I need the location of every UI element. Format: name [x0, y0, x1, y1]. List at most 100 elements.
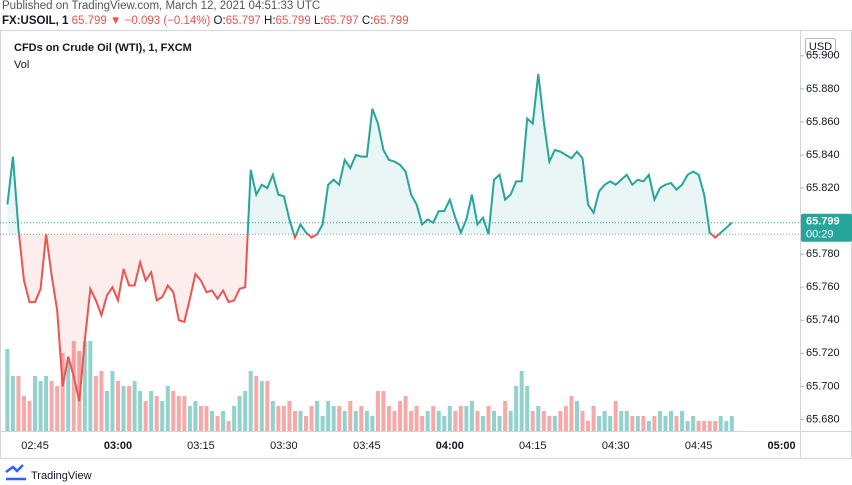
volume-bar — [475, 411, 480, 431]
volume-bar — [33, 376, 38, 431]
y-tick-label: 65.780 — [806, 248, 840, 260]
volume-bar — [304, 416, 309, 431]
volume-bar — [386, 406, 391, 431]
volume-bar — [298, 411, 303, 431]
countdown-label: 00:29 — [806, 229, 834, 241]
volume-bar — [530, 411, 535, 431]
x-tick-label: 04:15 — [519, 440, 547, 452]
x-tick-label: 04:45 — [685, 440, 713, 452]
volume-bar — [486, 406, 491, 431]
volume-bar — [597, 416, 602, 431]
volume-bar — [409, 411, 414, 431]
volume-bar — [519, 371, 524, 431]
volume-bar — [536, 406, 541, 431]
volume-bar — [552, 416, 557, 431]
volume-bar — [646, 421, 651, 431]
y-tick-label: 65.720 — [806, 347, 840, 359]
volume-bar — [215, 416, 220, 431]
volume-bar — [696, 421, 701, 431]
volume-bar — [624, 411, 629, 431]
volume-bar — [265, 381, 270, 431]
volume-bar — [337, 406, 342, 431]
plot — [0, 73, 800, 431]
volume-bar — [480, 416, 485, 431]
volume-bar — [226, 421, 231, 431]
volume-bar — [652, 416, 657, 431]
volume-bar — [27, 401, 32, 431]
volume-bar — [503, 401, 508, 431]
volume-bar — [193, 401, 198, 431]
volume-bar — [359, 406, 364, 431]
x-tick-label: 04:30 — [602, 440, 630, 452]
volume-bar — [398, 401, 403, 431]
volume-bar — [16, 376, 21, 431]
volume-bar — [602, 411, 607, 431]
volume-bar — [38, 381, 43, 431]
change-arrow: ▼ — [110, 15, 121, 27]
volume-bar — [82, 341, 87, 431]
volume-bar — [431, 406, 436, 431]
volume-bar — [315, 401, 320, 431]
volume-bar — [121, 386, 126, 431]
published-note: Published on TradingView.com, March 12, … — [2, 0, 320, 12]
volume-bar — [497, 416, 502, 431]
volume-bar — [541, 411, 546, 431]
volume-bar — [309, 406, 314, 431]
volume-bar — [547, 416, 552, 431]
y-tick-label: 65.820 — [806, 182, 840, 194]
volume-bar — [569, 396, 574, 431]
volume-bar — [243, 391, 248, 431]
volume-bar — [563, 406, 568, 431]
volume-bar — [165, 386, 170, 431]
volume-bar — [232, 406, 237, 431]
volume-bar — [104, 391, 109, 431]
volume-bar — [55, 386, 60, 431]
volume-bar — [331, 406, 336, 431]
volume-bar — [702, 421, 707, 431]
volume-bar — [492, 411, 497, 431]
currency-box[interactable] — [805, 38, 836, 55]
volume-bar — [276, 406, 281, 431]
volume-bar — [453, 411, 458, 431]
volume-bar — [99, 371, 104, 431]
symbol: FX:USOIL, 1 — [2, 15, 69, 27]
x-tick-label: 03:30 — [270, 440, 298, 452]
volume-bar — [132, 381, 137, 431]
volume-bar — [49, 381, 54, 431]
volume-bar — [10, 376, 15, 431]
currency[interactable]: USD — [809, 41, 832, 53]
volume-bar — [691, 416, 696, 431]
volume-bar — [237, 396, 242, 431]
volume-bar — [353, 411, 358, 431]
volume-bar — [149, 391, 154, 431]
volume-bar — [436, 411, 441, 431]
volume-bar — [685, 421, 690, 431]
volume-bar — [182, 396, 187, 431]
volume-bar — [447, 406, 452, 431]
last-price-label: 65.799 — [806, 216, 840, 228]
volume-bar — [44, 376, 49, 431]
volume-bar — [143, 401, 148, 431]
volume-bar — [630, 416, 635, 431]
volume-bar — [586, 421, 591, 431]
volume-bar — [348, 401, 353, 431]
y-tick-label: 65.900 — [806, 50, 840, 62]
volume-bar — [171, 391, 176, 431]
area-below — [7, 234, 732, 402]
volume-bar — [458, 406, 463, 431]
volume-bar — [221, 411, 226, 431]
x-tick-label: 03:15 — [187, 440, 215, 452]
y-tick-label: 65.700 — [806, 380, 840, 392]
y-tick-label: 65.840 — [806, 149, 840, 161]
volume-bar — [635, 416, 640, 431]
close-value: 65.799 — [373, 15, 408, 27]
volume-legend: Vol — [14, 59, 29, 71]
y-tick-label: 65.880 — [806, 83, 840, 95]
volume-bar — [160, 401, 165, 431]
volume-bar — [71, 341, 76, 431]
volume-bar — [66, 361, 71, 431]
volume-bar — [718, 416, 723, 431]
last-price-box — [801, 213, 852, 242]
volume-bar — [425, 411, 430, 431]
